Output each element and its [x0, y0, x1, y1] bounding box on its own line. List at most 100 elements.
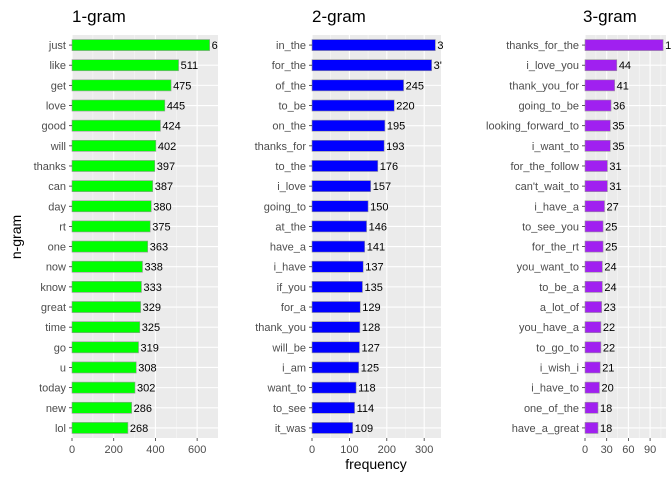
data-label-great: 329: [143, 302, 161, 314]
y-tick-label-just: just: [48, 40, 66, 52]
bar-a-lot-of: [584, 301, 602, 313]
y-tick-label-rt: rt: [59, 221, 66, 233]
y-tick-label-thanks-for: thanks_for: [255, 141, 307, 153]
bar-new: [71, 401, 132, 414]
data-label-thanks: 397: [157, 161, 175, 173]
data-label-i-have-to: 20: [601, 383, 613, 395]
y-tick-label-lol: lol: [55, 423, 66, 435]
bar-great: [71, 301, 141, 313]
y-tick-label-i-have-a: i_have_a: [534, 201, 580, 213]
data-label-one-of-the: 18: [600, 403, 612, 415]
data-label-i-am: 125: [361, 362, 379, 374]
y-tick-label-i-am: i_am: [282, 362, 306, 374]
x-tick-label: 200: [105, 444, 123, 456]
data-label-good: 424: [162, 121, 180, 133]
x-tick-label: 300: [415, 444, 433, 456]
data-label-new: 286: [134, 403, 152, 415]
y-tick-label-love: love: [46, 101, 66, 113]
data-label-going-to: 150: [370, 201, 388, 213]
data-label-have-a-great: 18: [600, 423, 612, 435]
bar-time: [71, 321, 141, 334]
bar-go: [71, 341, 139, 354]
y-tick-label-to-be-a: to_be_a: [539, 282, 580, 294]
y-tick-label-you-have-a: you_have_a: [519, 322, 580, 334]
bar-you-have-a: [584, 321, 602, 334]
y-tick-label-time: time: [45, 322, 66, 334]
bar-i-have-a: [584, 200, 605, 213]
bar-will-be: [311, 341, 360, 354]
data-label-for-the-rt: 25: [605, 242, 617, 254]
data-label-you-want-to: 24: [604, 262, 616, 274]
bar-i-have: [311, 260, 364, 273]
bar-one-of-the: [584, 401, 599, 414]
bar-rt: [71, 220, 151, 233]
panel-2-background: [312, 35, 441, 438]
panel-3-title: 3-gram: [583, 7, 637, 26]
y-tick-label-thanks: thanks: [34, 161, 67, 173]
data-label-i-love: 157: [373, 181, 391, 193]
bar-can-t-wait-to: [584, 180, 608, 192]
x-tick-label: 400: [146, 444, 164, 456]
data-label-get: 475: [173, 80, 191, 92]
bar-i-am: [311, 361, 360, 374]
data-label-will-be: 127: [361, 342, 379, 354]
data-label-want-to: 118: [358, 383, 376, 395]
bar-for-the-rt: [584, 240, 604, 253]
y-tick-label-in-the: in_the: [276, 40, 306, 52]
bar-on-the: [311, 119, 386, 132]
data-label-in-the: 3: [437, 40, 443, 52]
data-label-time: 325: [142, 322, 160, 334]
y-tick-label-a-lot-of: a_lot_of: [540, 302, 580, 314]
x-tick-label: 0: [69, 444, 75, 456]
data-label-to-be: 220: [396, 101, 414, 113]
bar-know: [71, 281, 142, 293]
panel-1-title: 1-gram: [72, 7, 126, 26]
bar-if-you: [311, 281, 363, 293]
bar-i-want-to: [584, 139, 611, 152]
y-tick-label-thank-you-for: thank_you_for: [509, 80, 579, 92]
y-tick-label-for-the: for_the: [272, 60, 306, 72]
y-tick-label-have-a: have_a: [270, 242, 307, 254]
bar-thank-you: [311, 321, 361, 334]
y-tick-label-for-the-follow: for_the_follow: [511, 161, 580, 173]
y-axis-title: n-gram: [8, 215, 24, 259]
y-tick-label-one: one: [48, 242, 66, 254]
data-label-to-see-you: 25: [605, 221, 617, 233]
x-tick-label: 0: [582, 444, 588, 456]
y-tick-label-i-love: i_love: [277, 181, 306, 193]
x-tick-label: 600: [188, 444, 206, 456]
bar-i-have-to: [584, 381, 600, 394]
y-tick-label-will: will: [50, 141, 66, 153]
y-tick-label-want-to: want_to: [266, 383, 306, 395]
y-tick-label-now: now: [46, 262, 66, 274]
bar-i-wish-i: [584, 361, 601, 374]
data-label-if-you: 135: [364, 282, 382, 294]
bar-to-be: [311, 99, 395, 112]
y-tick-label-new: new: [46, 403, 66, 415]
data-label-go: 319: [141, 342, 159, 354]
data-label-now: 338: [144, 262, 162, 274]
bar-thanks: [71, 160, 156, 172]
y-tick-label-one-of-the: one_of_the: [524, 403, 579, 415]
bar-i-love-you: [584, 59, 618, 72]
panel-2-title: 2-gram: [312, 7, 366, 26]
bar-you-want-to: [584, 260, 603, 273]
bar-looking-forward-to: [584, 119, 611, 132]
bar-get: [71, 79, 172, 92]
y-tick-label-can: can: [48, 181, 66, 193]
bar-lol: [71, 422, 129, 434]
x-tick-label: 30: [601, 444, 613, 456]
y-tick-label-u: u: [60, 362, 66, 374]
x-tick-label: 60: [622, 444, 634, 456]
bar-to-see: [311, 401, 355, 414]
x-tick-label: 100: [340, 444, 358, 456]
bar-like: [71, 59, 179, 72]
data-label-to-go-to: 22: [603, 342, 615, 354]
y-tick-label-have-a-great: have_a_great: [512, 423, 579, 435]
data-label-for-a: 129: [362, 302, 380, 314]
data-label-at-the: 146: [369, 221, 387, 233]
y-tick-label-on-the: on_the: [272, 121, 306, 133]
data-label-like: 511: [181, 60, 199, 72]
